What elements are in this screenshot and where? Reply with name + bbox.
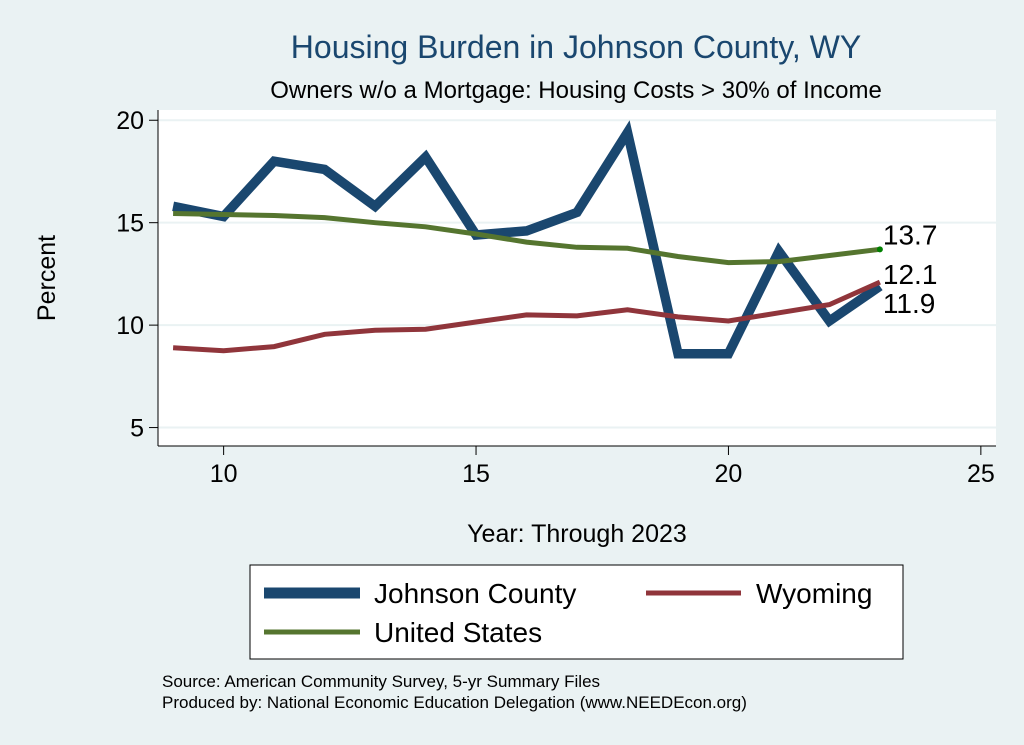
produced-by-note: Produced by: National Economic Education…: [162, 693, 747, 712]
end-label-johnson-county: 11.9: [883, 288, 935, 319]
end-label-wyoming: 12.1: [883, 259, 938, 290]
x-tick-label-10: 10: [210, 460, 238, 488]
x-axis-label: Year: Through 2023: [467, 520, 687, 548]
legend-label-johnson-county: Johnson County: [374, 578, 576, 609]
chart-title: Housing Burden in Johnson County, WY: [291, 29, 861, 65]
series-line-johnson-county: [172, 120, 883, 359]
y-tick-label-20: 20: [116, 107, 144, 135]
grid-lines: [158, 119, 996, 429]
x-tick-label-25: 25: [967, 460, 995, 488]
legend-box: [249, 564, 904, 660]
end-labels: 11.912.1 13.7: [883, 219, 938, 319]
x-tick-label-20: 20: [715, 460, 743, 488]
chart-subtitle: Owners w/o a Mortgage: Housing Costs > 3…: [270, 77, 882, 104]
x-tick-label-15: 15: [462, 460, 490, 488]
y-axis: 5 10 15 20: [116, 107, 159, 446]
legend-label-wyoming: Wyoming: [756, 578, 872, 609]
legend-label-united-states: United States: [374, 617, 542, 648]
series-line-wyoming: [172, 279, 881, 354]
y-tick-label-5: 5: [130, 415, 144, 443]
end-label-united-states: 13.7: [883, 219, 938, 250]
end-marker-united-states: [876, 246, 883, 253]
y-axis-label: Percent: [33, 235, 61, 321]
legend: Johnson County Wyoming United States: [249, 564, 904, 660]
series-line-united-states: [173, 211, 881, 266]
y-tick-label-15: 15: [116, 210, 144, 238]
x-axis: 10 15 20 25: [158, 445, 996, 488]
series-lines: [172, 120, 883, 359]
source-note: Source: American Community Survey, 5-yr …: [162, 672, 600, 691]
y-tick-label-10: 10: [116, 312, 144, 340]
